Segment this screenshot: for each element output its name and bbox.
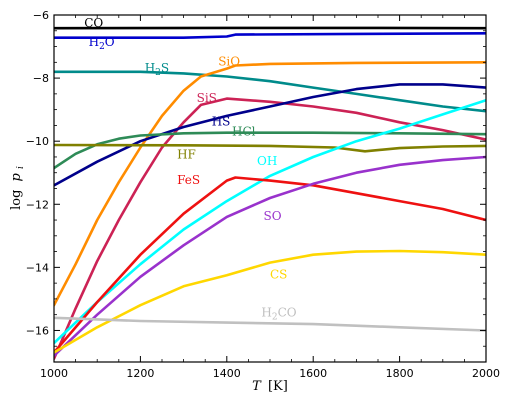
series-line-sis (54, 97, 486, 361)
series-label-sio: SiO (218, 55, 240, 69)
y-axis-symbol: p (9, 172, 24, 181)
x-tick-label: 1000 (40, 367, 68, 380)
x-tick-label: 1600 (299, 367, 327, 380)
plot-frame (53, 14, 487, 363)
y-tick-label: −14 (26, 261, 49, 274)
series-label-fes: FeS (177, 173, 200, 187)
series-line-sio (54, 61, 486, 307)
x-tick-label: 1800 (386, 367, 414, 380)
series-label-sis: SiS (197, 91, 217, 105)
y-tick-label: −6 (33, 9, 49, 22)
y-tick-label: −8 (33, 72, 49, 85)
y-tick-label: −16 (26, 324, 49, 337)
series-label-h2o: H2O (89, 35, 115, 52)
series-line-h2s (54, 70, 486, 113)
series-label-cs: CS (270, 267, 287, 281)
series-line-oh (54, 98, 486, 345)
series-line-so (54, 155, 486, 357)
series-layer (54, 26, 486, 361)
series-label-co: CO (84, 16, 103, 30)
series-label-hf: HF (177, 148, 196, 162)
y-tick-label: −10 (26, 135, 49, 148)
x-tick-label: 1200 (126, 367, 154, 380)
y-tick-label: −12 (26, 198, 49, 211)
series-line-h2co (54, 316, 486, 332)
x-axis-unit: [K] (268, 379, 288, 394)
series-line-fes (54, 176, 486, 354)
series-label-hcl: HCl (232, 125, 256, 139)
x-tick-label: 1400 (213, 367, 241, 380)
series-line-cs (54, 249, 486, 354)
series-label-so: SO (264, 209, 282, 223)
series-label-h2s: H2S (145, 61, 169, 78)
series-line-hs (54, 83, 486, 187)
x-axis-title: T [K] (252, 379, 288, 394)
series-label-hs: HS (212, 114, 231, 128)
x-axis-symbol: T (252, 379, 262, 394)
series-line-hf (54, 143, 486, 153)
y-axis-title: log p i (9, 166, 26, 210)
series-label-oh: OH (257, 154, 277, 168)
y-axis-subscript: i (16, 166, 26, 169)
series-label-h2co: H2CO (261, 305, 296, 322)
series-line-hcl (54, 131, 486, 170)
y-axis-prefix: log (9, 190, 24, 210)
axis-ticks: 1000 1200 1400 1600 1800 2000 −6 −8 −10 −12 −14 −16 (26, 9, 500, 380)
series-line-h2o (54, 31, 486, 39)
x-tick-label: 2000 (472, 367, 500, 380)
